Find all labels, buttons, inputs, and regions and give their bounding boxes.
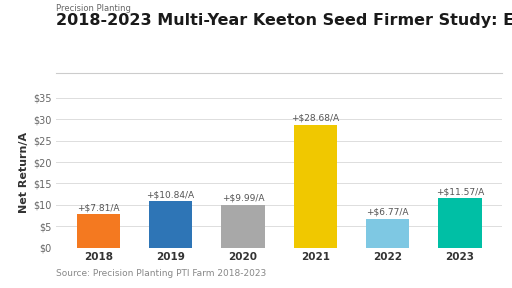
Text: +$11.57/A: +$11.57/A (436, 187, 484, 196)
Bar (77, 214, 120, 248)
Text: Precision Planting: Precision Planting (56, 4, 131, 13)
Text: +$6.77/A: +$6.77/A (366, 208, 409, 217)
Text: Source: Precision Planting PTI Farm 2018-2023: Source: Precision Planting PTI Farm 2018… (56, 269, 267, 278)
Text: +$9.99/A: +$9.99/A (222, 194, 264, 203)
Bar (293, 125, 337, 248)
Y-axis label: Net Return/A: Net Return/A (18, 132, 29, 213)
Bar (221, 205, 265, 248)
Text: +$10.84/A: +$10.84/A (146, 190, 195, 199)
Bar (438, 198, 481, 248)
Bar (366, 219, 409, 248)
Bar (149, 201, 193, 248)
Text: +$28.68/A: +$28.68/A (291, 114, 339, 123)
Text: 2018-2023 Multi-Year Keeton Seed Firmer Study: Economics: 2018-2023 Multi-Year Keeton Seed Firmer … (56, 13, 512, 28)
Text: +$7.81/A: +$7.81/A (77, 203, 119, 212)
